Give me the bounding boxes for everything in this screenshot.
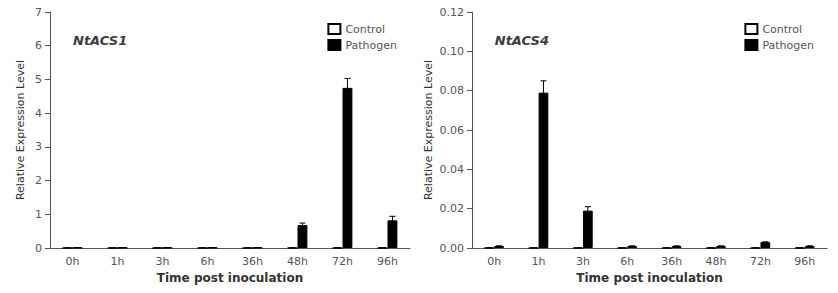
svg-text:0h: 0h (66, 255, 80, 268)
svg-text:36h: 36h (242, 255, 263, 268)
svg-text:3h: 3h (156, 255, 170, 268)
svg-text:0.10: 0.10 (440, 45, 465, 58)
svg-text:1: 1 (35, 208, 42, 221)
svg-text:96h: 96h (377, 255, 398, 268)
svg-text:2: 2 (35, 174, 42, 187)
svg-text:7: 7 (35, 6, 42, 19)
svg-text:96h: 96h (794, 255, 815, 268)
svg-text:6h: 6h (620, 255, 634, 268)
svg-text:0.04: 0.04 (440, 163, 465, 176)
svg-text:0.08: 0.08 (440, 84, 465, 97)
svg-text:6h: 6h (201, 255, 215, 268)
svg-text:0.06: 0.06 (440, 124, 465, 137)
svg-text:5: 5 (35, 73, 42, 86)
svg-text:3h: 3h (576, 255, 590, 268)
svg-text:6: 6 (35, 39, 42, 52)
svg-text:Time post inoculation: Time post inoculation (157, 271, 303, 285)
svg-text:48h: 48h (287, 255, 308, 268)
svg-text:1h: 1h (111, 255, 125, 268)
svg-text:0.12: 0.12 (440, 6, 465, 19)
svg-text:48h: 48h (706, 255, 727, 268)
svg-text:Time post inoculation: Time post inoculation (576, 271, 722, 285)
svg-text:Control: Control (345, 23, 385, 36)
svg-text:72h: 72h (332, 255, 353, 268)
svg-text:4: 4 (35, 107, 42, 120)
svg-text:Pathogen: Pathogen (762, 39, 814, 52)
svg-text:Relative Expression Level: Relative Expression Level (14, 60, 27, 200)
svg-text:0.00: 0.00 (440, 242, 465, 255)
svg-text:NtACS4: NtACS4 (495, 33, 549, 48)
svg-text:NtACS1: NtACS1 (73, 33, 127, 48)
svg-text:0.02: 0.02 (440, 202, 465, 215)
svg-text:1h: 1h (532, 255, 546, 268)
svg-text:Control: Control (762, 23, 802, 36)
svg-text:3: 3 (35, 140, 42, 153)
svg-text:72h: 72h (750, 255, 771, 268)
svg-text:Pathogen: Pathogen (345, 39, 397, 52)
svg-text:0: 0 (35, 242, 42, 255)
svg-text:Relative Expression Level: Relative Expression Level (422, 60, 435, 200)
svg-text:0h: 0h (487, 255, 501, 268)
svg-text:36h: 36h (661, 255, 682, 268)
